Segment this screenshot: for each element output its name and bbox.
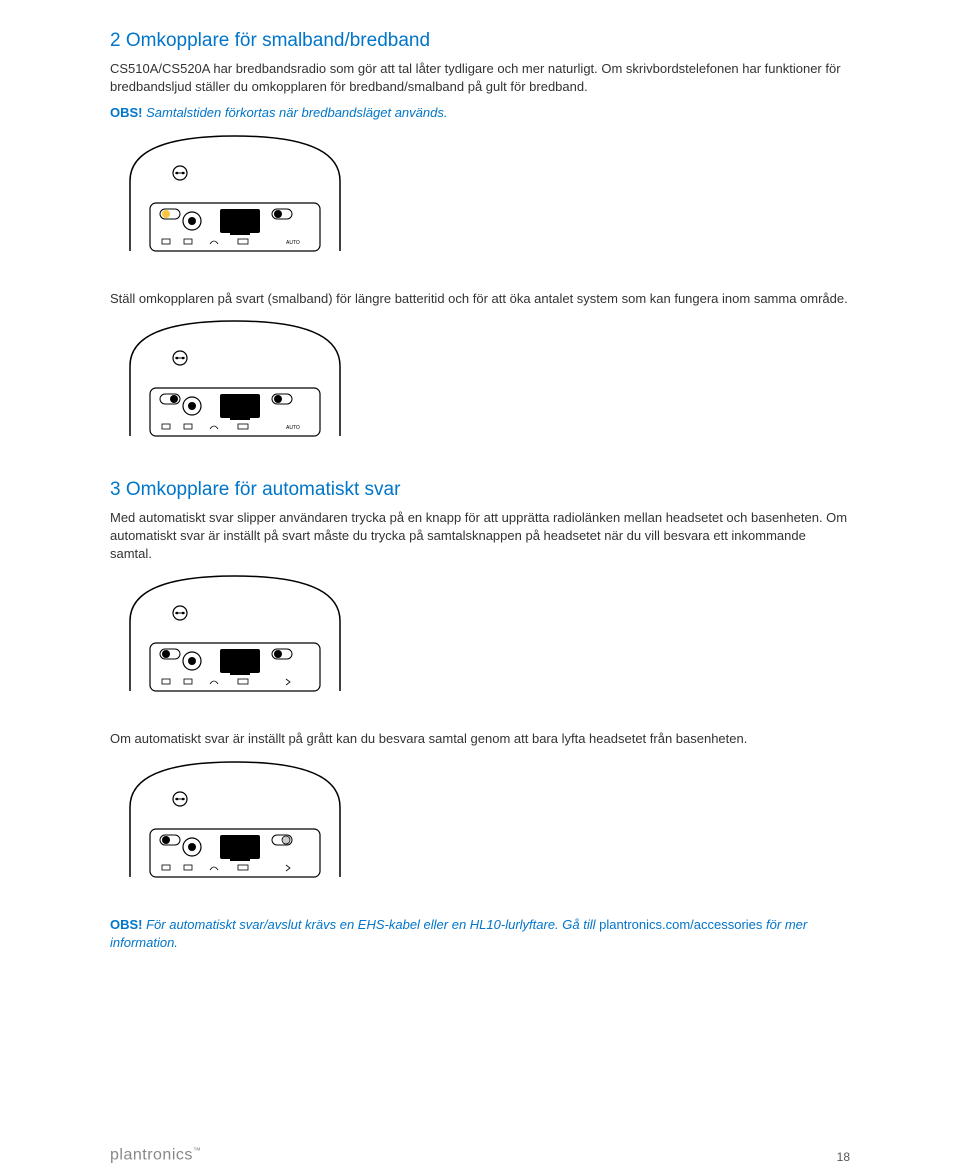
section-2-paragraph-1: CS510A/CS520A har bredbandsradio som gör…: [110, 60, 850, 96]
obs-text: Samtalstiden förkortas när bredbandsläge…: [143, 105, 448, 120]
logo-tm: ™: [193, 1146, 202, 1155]
device-diagram-1: AUTO: [110, 131, 850, 276]
section-3-paragraph-2: Om automatiskt svar är inställt på grått…: [110, 730, 850, 748]
page-footer: plantronics™ 18: [110, 1146, 850, 1164]
logo-text: plantronics: [110, 1146, 193, 1163]
section-2-heading: 2 Omkopplare för smalband/bredband: [110, 30, 850, 52]
svg-text:AUTO: AUTO: [286, 425, 300, 431]
section-3-heading: 3 Omkopplare för automatiskt svar: [110, 479, 850, 501]
obs-label: OBS!: [110, 105, 143, 120]
device-diagram-4: [110, 757, 850, 902]
accessories-link: plantronics.com/accessories: [599, 917, 762, 932]
section-2-paragraph-2: Ställ omkopplaren på svart (smalband) fö…: [110, 290, 850, 308]
svg-text:AUTO: AUTO: [286, 240, 300, 246]
brand-logo: plantronics™: [110, 1146, 201, 1164]
section-2-obs: OBS! Samtalstiden förkortas när bredband…: [110, 104, 850, 122]
device-diagram-3: [110, 571, 850, 716]
section-3-obs: OBS! För automatiskt svar/avslut krävs e…: [110, 916, 850, 952]
section-3-paragraph-1: Med automatiskt svar slipper användaren …: [110, 509, 850, 564]
page-number: 18: [837, 1150, 850, 1164]
device-diagram-2: AUTO: [110, 316, 850, 461]
obs-text-2a: För automatiskt svar/avslut krävs en EHS…: [143, 917, 600, 932]
obs-label-2: OBS!: [110, 917, 143, 932]
